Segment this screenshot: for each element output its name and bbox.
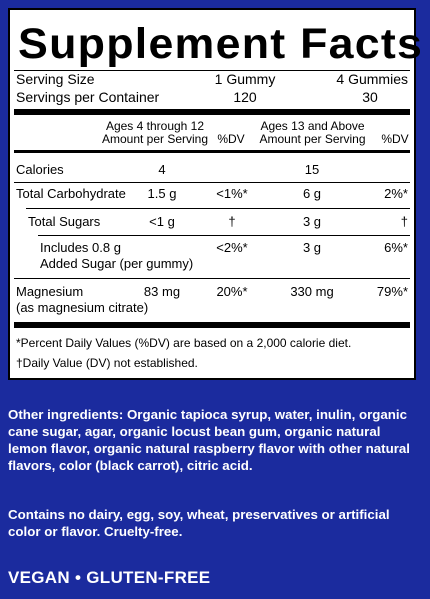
- footnote-dagger: †Daily Value (DV) not established.: [16, 356, 198, 370]
- header-group1-line1: Ages 4 through 12: [105, 119, 205, 133]
- row-magnesium-a1: 83 mg: [143, 284, 181, 299]
- panel-title: Supplement Facts: [18, 20, 424, 68]
- header-group1-line2: Amount per Serving: [101, 132, 209, 146]
- row-carb-d1: <1%*: [216, 186, 248, 201]
- row-magnesium-name: Magnesium: [16, 284, 84, 299]
- row-carb-d2: 2%*: [384, 186, 408, 201]
- row-carb-a2: 6 g: [302, 186, 322, 201]
- row-added-sugar-name2: Added Sugar (per gummy): [40, 256, 194, 271]
- contains-statement: Contains no dairy, egg, soy, wheat, pres…: [8, 507, 390, 539]
- row-magnesium-d1: 20%*: [216, 284, 248, 299]
- row-magnesium-name2: (as magnesium citrate): [16, 300, 149, 315]
- row-calories-name: Calories: [16, 162, 64, 177]
- serving-size-label: Serving Size: [16, 71, 95, 87]
- row-sugars-name: Total Sugars: [28, 214, 101, 229]
- supplement-facts-panel: Supplement Facts Serving Size 1 Gummy 4 …: [8, 8, 422, 380]
- divider: [26, 208, 410, 209]
- row-magnesium-d2: 79%*: [376, 284, 408, 299]
- row-added-sugar-d1: <2%*: [216, 240, 248, 255]
- servings-label: Servings per Container: [16, 89, 160, 105]
- row-sugars-d1: †: [228, 214, 236, 229]
- other-ingredients: Other ingredients: Organic tapioca syrup…: [8, 407, 410, 473]
- header-divider: [14, 150, 410, 153]
- serving-size-col1: 1 Gummy: [214, 71, 276, 87]
- servings-col1: 120: [233, 89, 257, 105]
- row-carb-name: Total Carbohydrate: [16, 186, 126, 201]
- vegan-gluten-free-badge: VEGAN • GLUTEN-FREE: [8, 568, 211, 587]
- divider: [14, 70, 410, 71]
- header-dv2: %DV: [381, 132, 409, 146]
- row-added-sugar-d2: 6%*: [384, 240, 408, 255]
- header-group2-line1: Ages 13 and Above: [260, 119, 365, 133]
- divider: [38, 235, 410, 236]
- footnote-dv: *Percent Daily Values (%DV) are based on…: [16, 336, 352, 350]
- row-added-sugar-a2: 3 g: [302, 240, 322, 255]
- row-calories-a1: 4: [158, 162, 166, 177]
- thick-divider: [14, 322, 410, 328]
- row-added-sugar-name: Includes 0.8 g: [40, 240, 121, 255]
- servings-col2: 30: [362, 89, 378, 105]
- serving-size-col2: 4 Gummies: [336, 71, 408, 87]
- row-magnesium-a2: 330 mg: [290, 284, 334, 299]
- row-sugars-a2: 3 g: [302, 214, 322, 229]
- header-group2-line2: Amount per Serving: [259, 132, 366, 146]
- row-sugars-a1: <1 g: [149, 214, 175, 229]
- thick-divider: [14, 109, 410, 115]
- row-sugars-d2: †: [400, 214, 408, 229]
- header-dv1: %DV: [217, 132, 245, 146]
- row-calories-a2: 15: [304, 162, 320, 177]
- divider: [14, 182, 410, 183]
- divider: [14, 278, 410, 279]
- row-carb-a1: 1.5 g: [147, 186, 177, 201]
